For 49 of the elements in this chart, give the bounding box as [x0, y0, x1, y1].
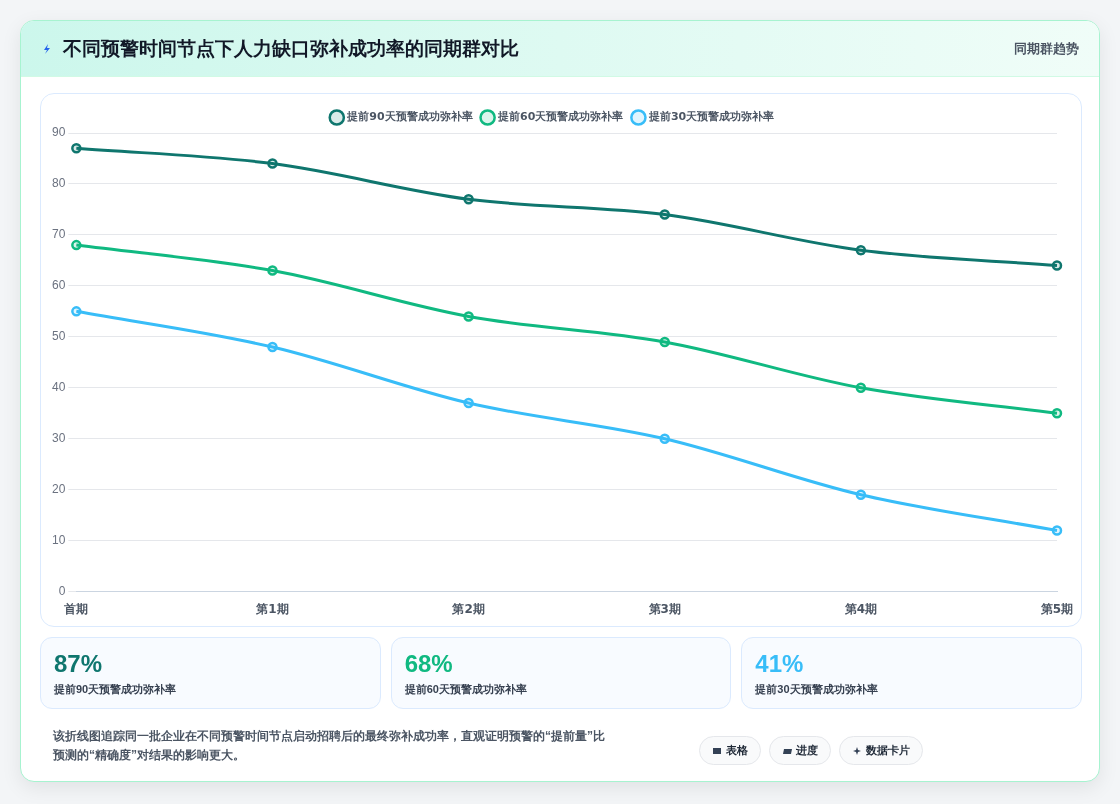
x-tick-label: 第1期: [255, 601, 289, 616]
y-tick-label: 30: [51, 431, 66, 446]
text: 87%: [54, 650, 104, 678]
legend-label: 提前90天预警成功弥补率: [346, 110, 473, 124]
text: 提前60天预警成功弥补率: [404, 682, 528, 697]
legend-label: 提前60天预警成功弥补率: [497, 110, 624, 124]
text: 提前30天预警成功弥补率: [755, 682, 879, 697]
text: 该折线图追踪同一批企业在不同预警时间节点启动招聘后的最终弥补成功率，直观证明预警的“提前量”比预测的“精确度”对结果的影响更大。: [53, 728, 606, 764]
y-tick-label: 80: [51, 176, 66, 191]
point: [855, 244, 867, 256]
point: [659, 336, 670, 348]
point: [463, 311, 474, 322]
point: [1051, 260, 1063, 271]
x-tick-label: 第4期: [843, 601, 878, 616]
chart-title: 不同预警时间节点下人力缺口弥补成功率的同期群对比: [63, 36, 519, 61]
point: [1051, 408, 1063, 419]
point: [855, 382, 867, 394]
point: [267, 341, 278, 353]
y-tick-label: 60: [51, 278, 66, 293]
point: [267, 158, 278, 169]
point: [71, 306, 82, 317]
y-tick-label: 50: [51, 329, 66, 344]
point: [71, 239, 82, 251]
y-tick-label: 70: [51, 227, 66, 242]
point: [659, 433, 670, 444]
x-tick-label: 首期: [63, 601, 89, 616]
x-tick-label: 第5期: [1039, 601, 1074, 616]
x-tick-label: 第2期: [451, 601, 485, 616]
text: 表格: [726, 743, 748, 758]
y-tick-label: 40: [51, 380, 66, 395]
x-tick-label: 第3期: [647, 601, 681, 616]
text: 进度: [796, 743, 818, 758]
point: [71, 143, 82, 154]
point: [267, 265, 278, 276]
legend-label: 提前30天预警成功弥补率: [647, 110, 775, 124]
text: 41%: [755, 650, 805, 678]
y-tick-label: 0: [58, 583, 66, 598]
text: 数据卡片: [866, 743, 910, 758]
point: [1051, 525, 1063, 536]
point: [659, 209, 670, 220]
text: 提前90天预警成功弥补率: [54, 682, 178, 697]
point: [463, 193, 474, 205]
text: 同期群趋势: [1014, 39, 1079, 58]
y-tick-label: 20: [51, 482, 66, 496]
point: [855, 489, 867, 501]
point: [463, 397, 474, 409]
y-tick-label: 10: [51, 532, 66, 547]
y-tick-label: 90: [51, 125, 66, 140]
text: 68%: [404, 650, 454, 678]
